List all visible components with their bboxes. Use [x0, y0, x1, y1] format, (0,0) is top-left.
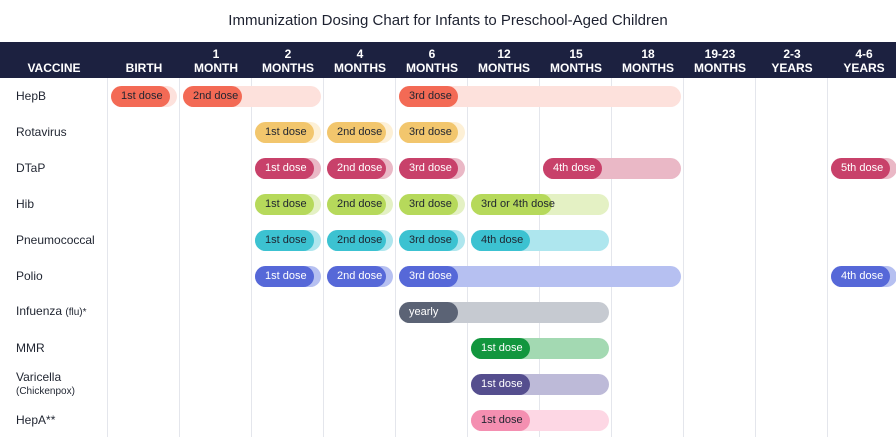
dose-pill: 1st dose: [255, 157, 314, 179]
dose-pill: 3rd dose: [399, 229, 458, 251]
column-header-line: 2-3: [783, 47, 801, 61]
vaccine-name-text: HepA**: [16, 412, 56, 427]
grid-line: [251, 78, 252, 437]
vaccine-name-text: MMR: [16, 340, 45, 355]
dose-pill: 5th dose: [831, 157, 890, 179]
column-header: 18 MONTHS: [612, 42, 684, 78]
dose-pill: 4th dose: [831, 265, 890, 287]
dose-pill: 2nd dose: [327, 121, 386, 143]
vaccine-name-text: Hib: [16, 196, 35, 211]
column-header-line: 2: [284, 47, 292, 61]
column-header: 4-6 YEARS: [828, 42, 896, 78]
vaccine-name-sub: (flu)*: [65, 307, 87, 318]
vaccine-name: Pneumococcal: [16, 232, 95, 247]
dose-pill: 1st dose: [471, 409, 530, 431]
column-header: 6 MONTHS: [396, 42, 468, 78]
dose-pill: 3rd dose: [399, 85, 458, 107]
column-header-line: 1: [212, 47, 220, 61]
vaccine-name: HepB: [16, 88, 47, 103]
column-header: 12 MONTHS: [468, 42, 540, 78]
column-header-line: 4: [356, 47, 364, 61]
dose-pill: 4th dose: [543, 157, 602, 179]
column-header: 1 MONTH: [180, 42, 252, 78]
vaccine-name: Varicella (Chickenpox): [16, 369, 75, 398]
vaccine-name-text: Pneumococcal: [16, 232, 95, 247]
vaccine-name: Polio: [16, 268, 43, 283]
dose-pill: 1st dose: [471, 373, 530, 395]
dose-pill: 1st dose: [255, 121, 314, 143]
column-header: 4 MONTHS: [324, 42, 396, 78]
column-header-line: MONTHS: [694, 61, 746, 75]
column-header-line: YEARS: [843, 61, 885, 75]
dose-pill: 1st dose: [255, 229, 314, 251]
dose-pill: 1st dose: [471, 337, 530, 359]
vaccine-name: Rotavirus: [16, 124, 67, 139]
vaccine-name-text: HepB: [16, 88, 47, 103]
dose-pill: 1st dose: [111, 85, 170, 107]
vaccine-name-text: Infuenza: [16, 304, 63, 318]
column-header-line: MONTHS: [622, 61, 674, 75]
dose-pill: 3rd or 4th dose: [471, 193, 555, 215]
vaccine-name: Infuenza (flu)*: [16, 305, 87, 319]
grid-line: [323, 78, 324, 437]
grid-line: [395, 78, 396, 437]
column-header-line: 4-6: [855, 47, 873, 61]
column-header-line: MONTHS: [334, 61, 386, 75]
vaccine-name: MMR: [16, 340, 45, 355]
column-header-line: MONTHS: [262, 61, 314, 75]
chart-title: Immunization Dosing Chart for Infants to…: [228, 12, 668, 29]
dose-pill: 2nd dose: [327, 265, 386, 287]
dose-pill: yearly: [399, 301, 458, 323]
column-header-line: MONTHS: [406, 61, 458, 75]
vaccine-name-sub: (Chickenpox): [16, 385, 75, 397]
vaccine-name-text: Polio: [16, 268, 43, 283]
column-header-line: 19-23: [704, 47, 736, 61]
column-header: 19-23 MONTHS: [684, 42, 756, 78]
grid-line: [683, 78, 684, 437]
dose-pill: 2nd dose: [327, 229, 386, 251]
dose-pill: 2nd dose: [327, 157, 386, 179]
vaccine-name: DTaP: [16, 160, 46, 175]
dose-pill: 3rd dose: [399, 265, 458, 287]
dose-range-bar: [399, 265, 681, 287]
column-header-line: BIRTH: [125, 61, 163, 75]
vaccine-name: HepA**: [16, 412, 56, 427]
column-header-line: MONTH: [194, 61, 238, 75]
vaccine-name-text: DTaP: [16, 160, 46, 175]
column-header-line: MONTHS: [478, 61, 530, 75]
column-header: 2 MONTHS: [252, 42, 324, 78]
grid-line: [827, 78, 828, 437]
grid-line: [755, 78, 756, 437]
vaccine-column-header: VACCINE: [27, 61, 81, 75]
vaccine-name-text: Varicella: [16, 369, 62, 384]
grid-line: [611, 78, 612, 437]
column-header-line: YEARS: [771, 61, 813, 75]
grid-line: [107, 78, 108, 437]
grid-line: [467, 78, 468, 437]
dose-pill: 2nd dose: [327, 193, 386, 215]
dose-pill: 3rd dose: [399, 121, 458, 143]
column-header: BIRTH: [108, 42, 180, 78]
column-header-line: 6: [428, 47, 436, 61]
vaccine-name: Hib: [16, 196, 35, 211]
column-header-line: 18: [641, 47, 655, 61]
vaccine-name-text: Rotavirus: [16, 124, 67, 139]
dosing-grid: HepB 1st dose 2nd dose 3rd dose Rotavirus 1st…: [0, 78, 896, 437]
dose-range-bar: [399, 85, 681, 107]
grid-line: [179, 78, 180, 437]
column-header: 2-3 YEARS: [756, 42, 828, 78]
grid-line: [539, 78, 540, 437]
dose-pill: 3rd dose: [399, 157, 458, 179]
dose-pill: 2nd dose: [183, 85, 242, 107]
dose-pill: 1st dose: [255, 193, 314, 215]
column-header-line: MONTHS: [550, 61, 602, 75]
table-header: VACCINE BIRTH 1 MONTH 2 MONTHS 4 MONTHS 6 MONTHS…: [0, 42, 896, 78]
dose-pill: 3rd dose: [399, 193, 458, 215]
column-header-line: 15: [569, 47, 583, 61]
column-header-line: 12: [497, 47, 511, 61]
dose-pill: 4th dose: [471, 229, 530, 251]
dose-pill: 1st dose: [255, 265, 314, 287]
column-header: 15 MONTHS: [540, 42, 612, 78]
